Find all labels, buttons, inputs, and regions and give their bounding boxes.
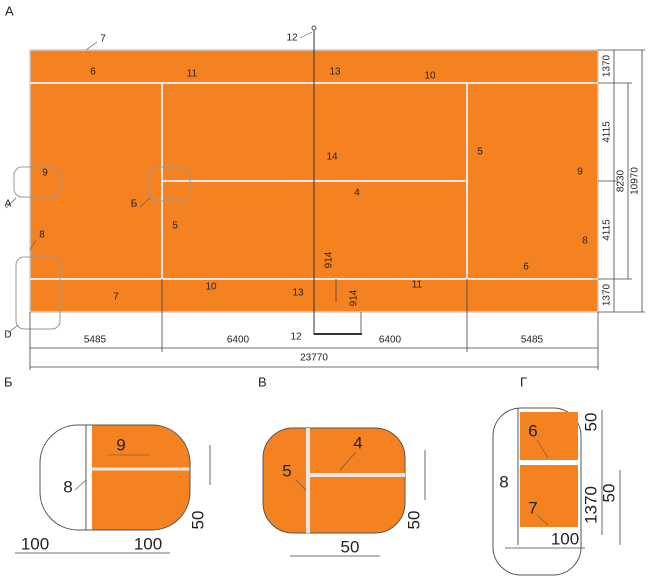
callout: 6	[523, 262, 529, 273]
callout: D	[4, 330, 11, 341]
dimension: 4115	[602, 121, 613, 143]
callout: 10	[424, 71, 436, 82]
dimension: 100	[21, 534, 49, 553]
callout: 5	[477, 147, 483, 158]
court	[13, 25, 599, 335]
callout: 7	[528, 498, 537, 517]
dimension-lines	[29, 49, 645, 370]
dimension: 1370	[581, 486, 600, 524]
dimension: 1370	[602, 283, 613, 306]
dimension: 1370	[602, 54, 613, 77]
callout: 10	[205, 282, 217, 293]
dimension: 50	[341, 537, 360, 556]
callout: 12	[290, 332, 302, 343]
callout: 7	[113, 292, 119, 303]
dimension: 914	[349, 289, 360, 306]
callout: 8	[582, 236, 588, 247]
callout: 13	[292, 288, 304, 299]
callout: 9	[577, 167, 583, 178]
dimension: 8230	[616, 169, 627, 192]
callout: 11	[187, 69, 198, 80]
callout: 8	[63, 477, 72, 496]
section-label: Б	[4, 374, 13, 389]
callout: А	[5, 199, 12, 210]
detail-b: Б 9 8 100 100 50	[4, 374, 211, 553]
callout: 6	[90, 67, 96, 78]
callout: 14	[326, 152, 338, 163]
dimension: 100	[551, 529, 579, 548]
section-label: Г	[520, 374, 527, 389]
dimension: 5485	[521, 335, 544, 346]
callout: 5	[172, 221, 178, 232]
callout: 6	[528, 421, 537, 440]
detail-v: В 4 5 50 50	[258, 374, 426, 556]
dimension: 10970	[630, 167, 641, 195]
section-label: В	[258, 374, 267, 389]
dimension: 50	[581, 413, 600, 432]
callout: 4	[353, 433, 362, 452]
callout: 9	[116, 435, 125, 454]
callouts: 7 12 13 6 11 10 14 4 5 9 9 А Б 8 5 8 10 …	[4, 33, 588, 343]
dimensions: 1370 4115 8230 10970 4115 1370 914 914 5…	[84, 54, 641, 363]
leaders	[5, 31, 313, 334]
dimension: 6400	[379, 335, 402, 346]
callout: 8	[39, 230, 45, 241]
dimension: 50	[404, 511, 423, 530]
dimension: 4115	[602, 219, 613, 241]
detail-g: Г 6 8 7 50 1370 50 100	[492, 374, 621, 576]
callout: 5	[282, 461, 291, 480]
callout: 7	[100, 34, 106, 45]
dimension: 5485	[84, 335, 107, 346]
dimension: 23770	[300, 353, 328, 364]
callout: 11	[412, 280, 423, 291]
callout: 12	[286, 33, 298, 44]
dimension: 6400	[227, 335, 250, 346]
dimension: 50	[599, 484, 618, 503]
callout: 8	[499, 472, 508, 491]
section-label: А	[5, 3, 14, 18]
dimension: 50	[188, 511, 207, 530]
dimension: 100	[134, 534, 162, 553]
callout: 4	[354, 188, 360, 199]
callout: 9	[42, 168, 48, 179]
callout: Б	[131, 199, 138, 210]
callout: 13	[329, 67, 341, 78]
dimension: 914	[324, 251, 335, 268]
